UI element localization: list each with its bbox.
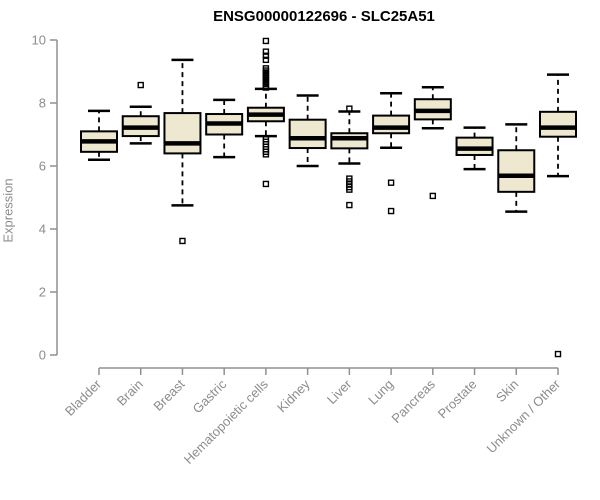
x-axis-category-label: Kidney	[274, 376, 313, 415]
outlier-point	[346, 186, 353, 193]
y-axis-tick-label: 0	[39, 348, 46, 363]
outlier-point	[346, 105, 353, 112]
iqr-box	[288, 118, 327, 150]
iqr-box	[372, 114, 411, 135]
iqr-box	[539, 110, 577, 138]
iqr-box	[455, 136, 494, 156]
x-axis-category-label: Skin	[493, 377, 521, 405]
outlier-point	[387, 179, 395, 186]
x-axis-category-label: Pancreas	[388, 376, 438, 426]
outlier-point	[179, 237, 186, 245]
outlier-point	[346, 201, 353, 209]
x-axis-category-label: Unknown / Other	[484, 376, 564, 456]
y-axis-tick-label: 6	[39, 159, 46, 174]
iqr-box	[163, 112, 202, 155]
x-axis-category-label: Lung	[365, 377, 396, 408]
outlier-point	[262, 151, 270, 158]
chart-title: ENSG00000122696 - SLC25A51	[213, 8, 435, 25]
outlier-point	[262, 180, 270, 188]
x-axis-category-label: Gastric	[190, 376, 230, 416]
outlier-point	[262, 48, 270, 55]
y-axis-tick-label: 10	[32, 33, 46, 48]
outlier-point	[262, 52, 270, 59]
y-axis-tick-label: 4	[39, 222, 46, 237]
iqr-box	[330, 132, 369, 150]
x-axis-category-label: Bladder	[62, 376, 105, 419]
y-axis-tick-label: 8	[39, 96, 46, 111]
iqr-box	[497, 149, 536, 193]
y-axis-tick-label: 2	[39, 285, 46, 300]
outlier-point	[137, 81, 144, 89]
outlier-point	[262, 56, 270, 64]
outlier-point	[554, 350, 562, 358]
x-axis-category-label: Prostate	[435, 377, 480, 422]
outlier-point	[387, 207, 395, 215]
outlier-point	[429, 192, 437, 200]
x-axis-category-label: Liver	[324, 376, 355, 407]
x-axis-category-label: Brain	[114, 377, 146, 409]
x-axis-category-label: Breast	[150, 376, 187, 413]
outlier-point	[262, 37, 270, 45]
outlier-point	[262, 84, 270, 91]
